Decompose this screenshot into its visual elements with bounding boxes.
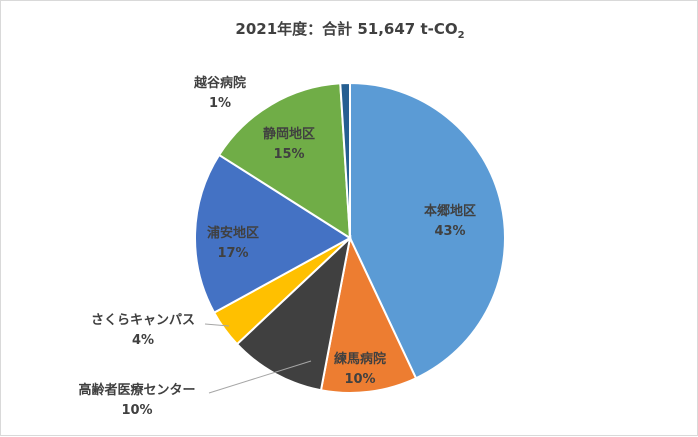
slice-name-label: 高齢者医療センター bbox=[78, 382, 195, 398]
slice-name-label: 練馬病院 bbox=[334, 351, 386, 367]
pie-slice bbox=[217, 82, 352, 240]
pie-slice bbox=[319, 234, 418, 394]
slice-percent-label: 43% bbox=[434, 224, 465, 239]
chart-title-subscript: 2 bbox=[458, 30, 465, 41]
leader-line bbox=[204, 323, 230, 327]
slice-labels: 本郷地区 43% 練馬病院 10% 高齢者医療センター 10% さくらキャンパス 4% 浦安地区… bbox=[78, 75, 476, 418]
slice-percent-label: 10% bbox=[344, 372, 375, 387]
slice-percent-label: 4% bbox=[132, 333, 154, 348]
chart-title-main: 2021年度：合計 51,647 t-CO bbox=[235, 20, 457, 38]
slice-name-label: 静岡地区 bbox=[263, 126, 315, 142]
pie-slices bbox=[194, 81, 506, 394]
pie-slice bbox=[235, 235, 352, 392]
chart-title: 2021年度：合計 51,647 t-CO2 bbox=[235, 20, 464, 41]
slice-name-label: 本郷地区 bbox=[424, 203, 476, 219]
leader-line bbox=[208, 360, 312, 394]
pie-slice bbox=[194, 153, 352, 315]
slice-name-label: さくらキャンパス bbox=[91, 313, 195, 328]
pie-slice bbox=[339, 81, 351, 239]
slice-name-label: 浦安地区 bbox=[207, 225, 259, 241]
slice-percent-label: 17% bbox=[217, 246, 248, 261]
slice-percent-label: 15% bbox=[273, 147, 304, 162]
pie-slice bbox=[349, 81, 506, 380]
leader-lines bbox=[204, 323, 312, 394]
slice-percent-label: 1% bbox=[209, 96, 231, 111]
slice-name-label: 越谷病院 bbox=[193, 75, 246, 91]
slice-percent-label: 10% bbox=[121, 403, 152, 418]
